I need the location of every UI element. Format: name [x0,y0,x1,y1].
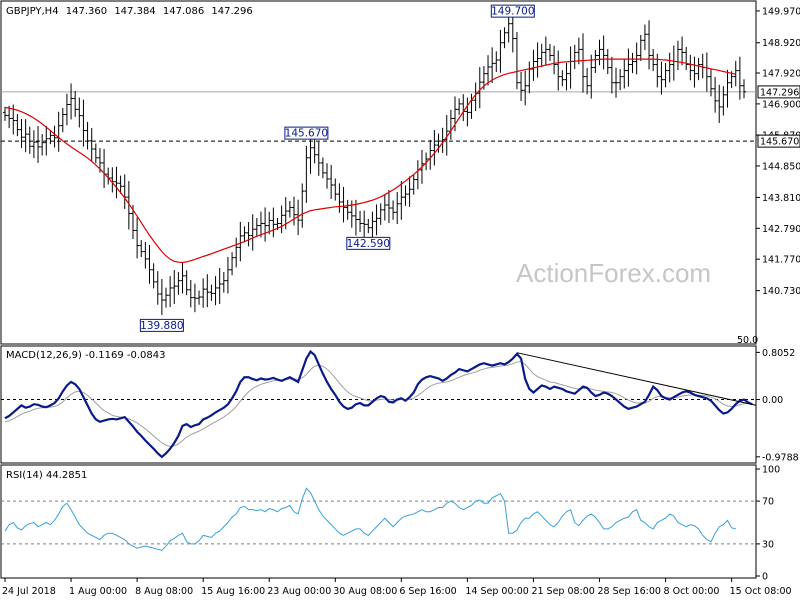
price-y-tick-label: 141.770 [762,255,800,266]
time-tick-label: 8 Aug 08:00 [135,586,193,597]
annotation-label: 145.670 [285,128,328,140]
macd-header: MACD(12,26,9) -0.1169 -0.0843 [6,350,166,361]
time-tick-label: 28 Sep 16:00 [598,586,661,597]
price-header: GBPJPY,H4 147.360 147.384 147.086 147.29… [6,6,253,17]
annotation-box [490,4,535,18]
annotation-box [284,126,329,140]
macd-y-tick-label: 0.8052 [762,348,795,359]
price-y-tick-label: 147.920 [762,69,800,80]
time-tick-label: 14 Sep 00:00 [465,586,528,597]
price-y-tick-label: 140.730 [762,286,800,297]
level-price-tag: 145.670 [757,134,800,148]
price-y-tick-label: 144.850 [762,161,800,172]
rsi-y-tick-label: 100 [762,465,780,476]
rsi-y-tick-label: 30 [762,539,774,550]
rsi-panel: RSI(14) 44.2851 100 70 30 0 [0,464,780,583]
price-y-tick-label: 149.970 [762,6,800,17]
rsi-y-tick-label: 0 [762,572,768,583]
time-tick-label: 21 Sep 08:00 [531,586,594,597]
time-tick-label: 30 Aug 08:00 [333,586,397,597]
rsi-line [4,487,736,551]
macd-plot-frame [0,345,757,464]
scale-fragment: 50.0 [737,335,758,346]
rsi-y-axis: 100 70 30 0 [756,465,780,583]
annotation-label: 149.700 [491,6,534,18]
price-y-tick-label: 142.790 [762,224,800,235]
price-y-tick-label: 148.920 [762,38,800,49]
annotation-label: 139.880 [140,320,183,332]
macd-y-tick-label: 0.00 [762,395,783,406]
ohlc-bars [3,9,746,316]
macd-main-line [4,349,753,459]
rsi-y-tick-label: 70 [762,497,774,508]
price-y-tick-label: 146.900 [762,99,800,110]
time-tick-label: 23 Aug 00:00 [267,586,331,597]
moving-average-line [4,58,736,264]
macd-y-tick-label: -0.9788 [762,452,799,463]
macd-trendline [516,352,757,406]
rsi-plot-frame [0,464,757,579]
price-plot-frame [0,0,757,345]
time-tick-label: 6 Sep 16:00 [399,586,456,597]
macd-y-axis: 0.8052 0.00 -0.9788 [756,348,799,463]
svg-text:147.296: 147.296 [760,87,799,98]
watermark: ActionForex.com [516,258,711,288]
rsi-header: RSI(14) 44.2851 [6,470,87,481]
macd-signal-line [4,360,753,447]
time-tick-label: 24 Jul 2018 [2,586,56,597]
last-price-tag: 147.296 [757,85,800,99]
time-tick-label: 1 Aug 00:00 [69,586,127,597]
time-axis: 24 Jul 2018 1 Aug 00:00 8 Aug 08:00 15 Aug … [2,578,792,597]
annotation-box [139,318,184,332]
svg-text:145.670: 145.670 [760,137,799,148]
annotation-label: 142.590 [347,238,390,250]
time-tick-label: 15 Aug 16:00 [201,586,265,597]
macd-panel: MACD(12,26,9) -0.1169 -0.0843 0.8052 0.00… [0,345,799,464]
price-panel: GBPJPY,H4 147.360 147.384 147.086 147.29… [0,0,800,346]
time-tick-label: 15 Oct 08:00 [730,586,792,597]
annotation-box [346,236,391,250]
time-tick-label: 8 Oct 00:00 [664,586,720,597]
price-y-tick-label: 143.810 [762,193,800,204]
price-annotations: 149.700 145.670 142.590 139.880 [139,4,535,332]
